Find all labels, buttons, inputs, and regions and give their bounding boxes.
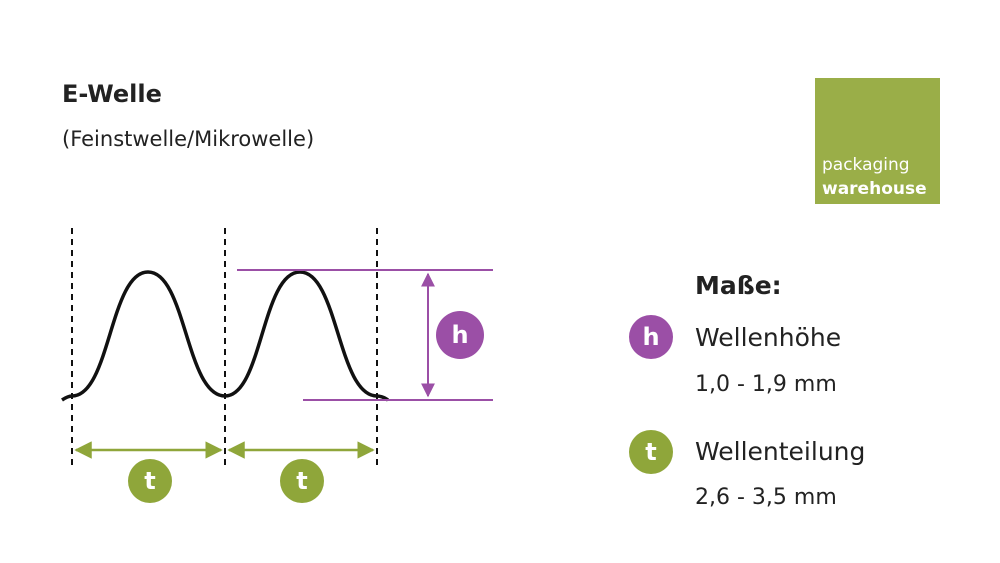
pitch-badge	[128, 459, 172, 503]
legend-name: Wellenteilung	[695, 437, 865, 466]
title: E-Welle	[62, 80, 162, 108]
legend-range: 2,6 - 3,5 mm	[695, 485, 837, 510]
height-lines	[237, 269, 493, 401]
legend-badge	[629, 430, 673, 474]
logo-box	[815, 78, 940, 204]
subtitle: (Feinstwelle/Mikrowelle)	[62, 127, 314, 151]
pitch-label: t	[144, 467, 155, 495]
pitch-label: t	[296, 467, 307, 495]
legend-heading: Maße:	[695, 271, 782, 300]
pitch-badge	[280, 459, 324, 503]
logo-line1: packaging	[822, 155, 910, 175]
height-label: h	[451, 321, 468, 349]
legend-name: Wellenhöhe	[695, 323, 841, 352]
legend-badge	[629, 315, 673, 359]
logo-line2: warehouse	[822, 179, 927, 199]
legend-symbol: h	[642, 323, 659, 351]
wave	[61, 270, 389, 402]
height-badge	[436, 311, 484, 359]
legend-symbol: t	[645, 438, 656, 466]
dashed-lines	[71, 228, 378, 470]
legend-range: 1,0 - 1,9 mm	[695, 372, 837, 397]
